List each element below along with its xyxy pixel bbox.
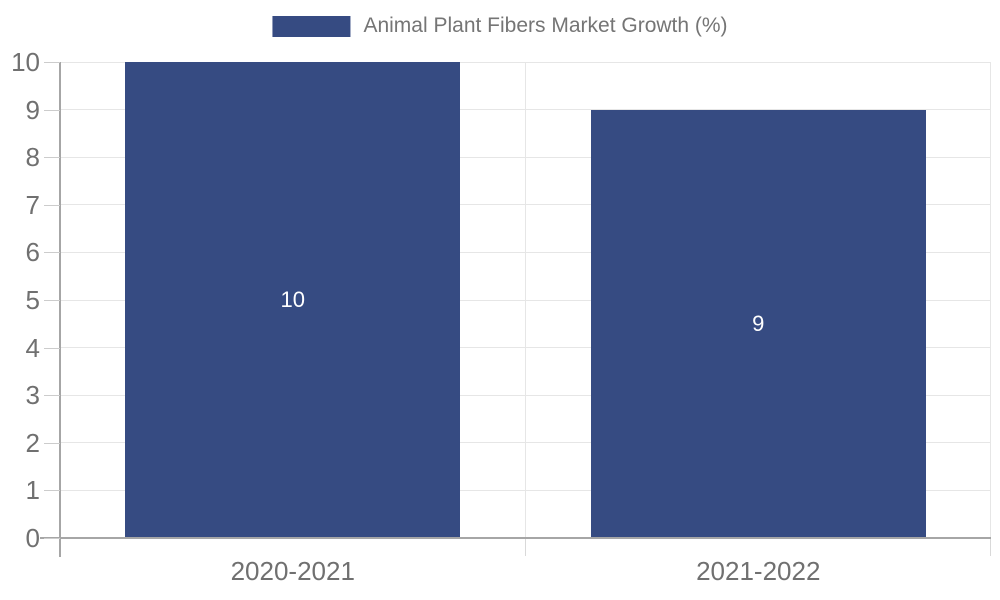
y-axis-line bbox=[59, 62, 61, 557]
x-axis-tick-2 bbox=[989, 539, 991, 556]
y-axis-tick-4 bbox=[44, 347, 60, 349]
y-axis-tick-label-9: 9 bbox=[25, 94, 40, 125]
y-axis-tick-label-3: 3 bbox=[25, 380, 40, 411]
x-axis-label-2021-2022: 2021-2022 bbox=[696, 556, 821, 586]
y-axis-tick-label-5: 5 bbox=[25, 285, 40, 315]
chart-legend[interactable]: Animal Plant Fibers Market Growth (%) bbox=[272, 14, 728, 38]
y-axis-tick-label-4: 4 bbox=[25, 332, 40, 363]
bar-2020-2021 bbox=[125, 62, 461, 538]
bar-value-label-2020-2021: 10 bbox=[280, 287, 305, 312]
y-axis-tick-label-10: 10 bbox=[11, 47, 40, 77]
y-axis-tick-6 bbox=[44, 252, 60, 254]
y-axis-tick-8 bbox=[44, 157, 60, 159]
y-axis-tick-2 bbox=[44, 442, 60, 444]
gridline-x-1 bbox=[525, 62, 526, 538]
y-axis-tick-1 bbox=[44, 490, 60, 492]
y-axis-tick-10 bbox=[44, 62, 60, 63]
bar-value-label-2021-2022: 9 bbox=[752, 310, 765, 336]
bar-2021-2022 bbox=[590, 109, 926, 538]
x-axis-label-2020-2021: 2020-2021 bbox=[230, 556, 355, 586]
legend-swatch bbox=[272, 15, 351, 37]
gridline-x-2 bbox=[989, 62, 991, 538]
plot-area: 10 9 bbox=[60, 61, 991, 538]
y-axis-tick-label-1: 1 bbox=[25, 475, 40, 506]
y-axis-tick-9 bbox=[44, 109, 60, 111]
y-axis-tick-label-2: 2 bbox=[25, 427, 40, 458]
y-axis-tick-7 bbox=[44, 204, 60, 206]
y-axis-tick-5 bbox=[44, 300, 60, 301]
legend-label: Animal Plant Fibers Market Growth (%) bbox=[363, 14, 728, 37]
x-axis-line bbox=[40, 537, 991, 539]
y-axis-tick-label-7: 7 bbox=[25, 189, 40, 220]
y-axis-tick-0 bbox=[44, 538, 60, 539]
y-axis-tick-label-6: 6 bbox=[25, 237, 40, 268]
y-axis-tick-label-8: 8 bbox=[25, 142, 40, 173]
y-axis-tick-label-0: 0 bbox=[25, 523, 40, 553]
x-axis-tick-1 bbox=[525, 539, 526, 556]
y-axis-tick-3 bbox=[44, 395, 60, 397]
